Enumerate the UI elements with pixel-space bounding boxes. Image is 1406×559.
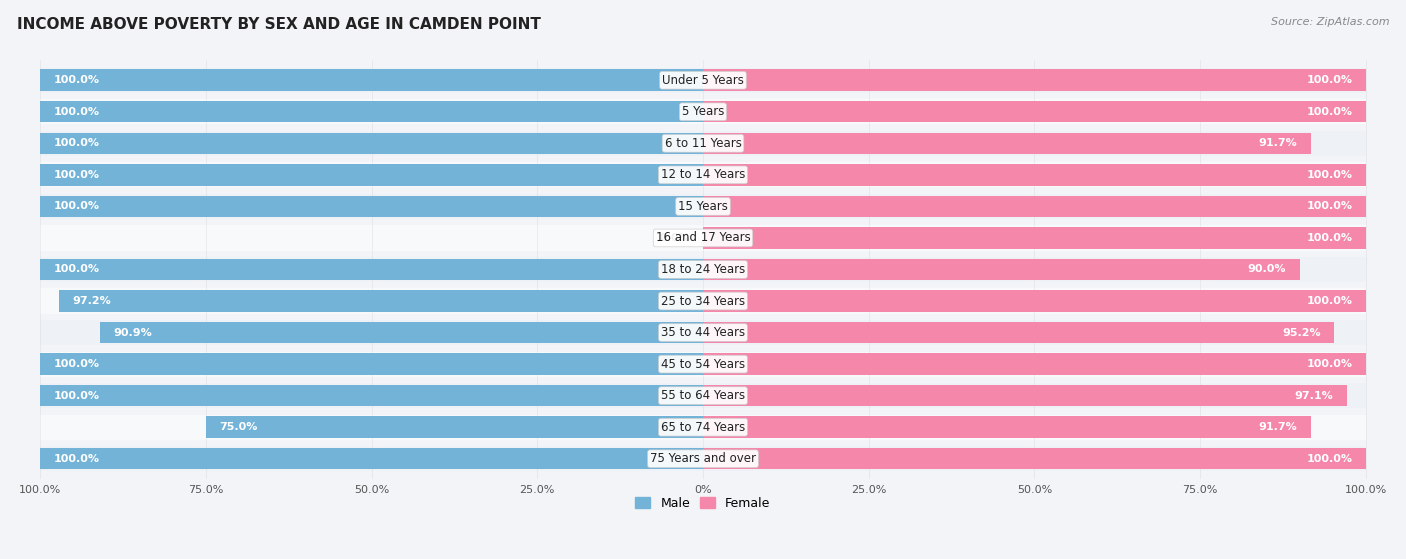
- Bar: [41, 288, 1365, 314]
- Bar: [41, 164, 703, 186]
- Bar: [41, 99, 1365, 125]
- Text: 90.9%: 90.9%: [114, 328, 152, 338]
- Bar: [703, 132, 1310, 154]
- Text: 91.7%: 91.7%: [1258, 138, 1298, 148]
- Text: 6 to 11 Years: 6 to 11 Years: [665, 137, 741, 150]
- Bar: [703, 69, 1365, 91]
- Bar: [703, 290, 1365, 312]
- Text: 100.0%: 100.0%: [53, 75, 100, 85]
- Bar: [703, 196, 1365, 217]
- Bar: [41, 320, 1365, 345]
- Bar: [41, 257, 1365, 282]
- Text: 18 to 24 Years: 18 to 24 Years: [661, 263, 745, 276]
- Bar: [41, 225, 1365, 250]
- Bar: [703, 448, 1365, 470]
- Text: 75 Years and over: 75 Years and over: [650, 452, 756, 465]
- Text: 100.0%: 100.0%: [53, 264, 100, 274]
- Bar: [703, 164, 1365, 186]
- Bar: [703, 385, 1347, 406]
- Text: 100.0%: 100.0%: [1306, 296, 1353, 306]
- Text: 100.0%: 100.0%: [53, 454, 100, 464]
- Bar: [41, 101, 703, 122]
- Text: 95.2%: 95.2%: [1282, 328, 1320, 338]
- Bar: [41, 352, 1365, 377]
- Bar: [41, 385, 703, 406]
- Text: 100.0%: 100.0%: [1306, 201, 1353, 211]
- Bar: [41, 446, 1365, 471]
- Text: 16 and 17 Years: 16 and 17 Years: [655, 231, 751, 244]
- Text: 0.0%: 0.0%: [659, 233, 690, 243]
- Bar: [41, 259, 703, 280]
- Text: 100.0%: 100.0%: [53, 391, 100, 401]
- Text: 100.0%: 100.0%: [1306, 170, 1353, 180]
- Text: 90.0%: 90.0%: [1247, 264, 1286, 274]
- Text: 100.0%: 100.0%: [1306, 359, 1353, 369]
- Bar: [703, 227, 1365, 249]
- Text: 15 Years: 15 Years: [678, 200, 728, 213]
- Text: 75.0%: 75.0%: [219, 422, 257, 432]
- Bar: [59, 290, 703, 312]
- Text: 35 to 44 Years: 35 to 44 Years: [661, 326, 745, 339]
- Bar: [41, 68, 1365, 93]
- Text: 5 Years: 5 Years: [682, 105, 724, 119]
- Bar: [703, 322, 1334, 343]
- Bar: [703, 416, 1310, 438]
- Text: 100.0%: 100.0%: [53, 170, 100, 180]
- Legend: Male, Female: Male, Female: [630, 492, 776, 515]
- Text: 100.0%: 100.0%: [53, 201, 100, 211]
- Text: 100.0%: 100.0%: [53, 107, 100, 117]
- Text: 97.2%: 97.2%: [72, 296, 111, 306]
- Bar: [41, 132, 703, 154]
- Bar: [703, 353, 1365, 375]
- Text: 100.0%: 100.0%: [53, 138, 100, 148]
- Bar: [41, 194, 1365, 219]
- Text: 55 to 64 Years: 55 to 64 Years: [661, 389, 745, 402]
- Bar: [41, 415, 1365, 440]
- Text: 45 to 54 Years: 45 to 54 Years: [661, 358, 745, 371]
- Text: 65 to 74 Years: 65 to 74 Years: [661, 421, 745, 434]
- Text: 100.0%: 100.0%: [53, 359, 100, 369]
- Bar: [703, 259, 1299, 280]
- Bar: [41, 448, 703, 470]
- Text: 25 to 34 Years: 25 to 34 Years: [661, 295, 745, 307]
- Bar: [703, 101, 1365, 122]
- Bar: [41, 353, 703, 375]
- Bar: [41, 131, 1365, 156]
- Text: 12 to 14 Years: 12 to 14 Years: [661, 168, 745, 181]
- Text: 100.0%: 100.0%: [1306, 107, 1353, 117]
- Bar: [41, 69, 703, 91]
- Bar: [100, 322, 703, 343]
- Bar: [41, 196, 703, 217]
- Text: INCOME ABOVE POVERTY BY SEX AND AGE IN CAMDEN POINT: INCOME ABOVE POVERTY BY SEX AND AGE IN C…: [17, 17, 541, 32]
- Bar: [205, 416, 703, 438]
- Text: 97.1%: 97.1%: [1295, 391, 1333, 401]
- Bar: [41, 383, 1365, 408]
- Text: Under 5 Years: Under 5 Years: [662, 74, 744, 87]
- Text: Source: ZipAtlas.com: Source: ZipAtlas.com: [1271, 17, 1389, 27]
- Text: 91.7%: 91.7%: [1258, 422, 1298, 432]
- Bar: [41, 162, 1365, 187]
- Text: 100.0%: 100.0%: [1306, 75, 1353, 85]
- Text: 100.0%: 100.0%: [1306, 233, 1353, 243]
- Text: 100.0%: 100.0%: [1306, 454, 1353, 464]
